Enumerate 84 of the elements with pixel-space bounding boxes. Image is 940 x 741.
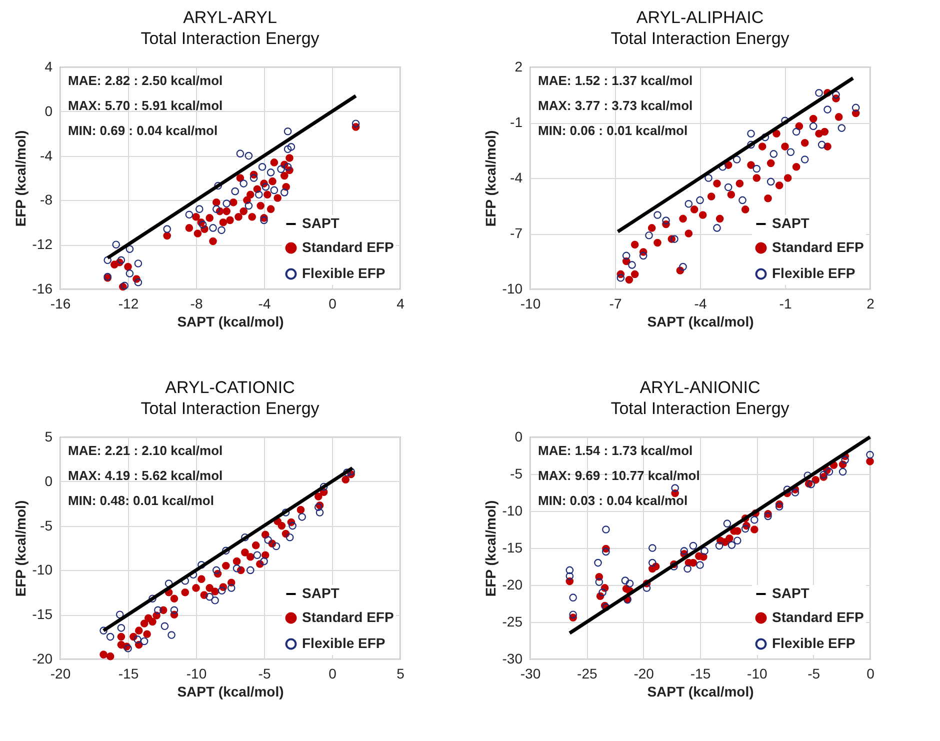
y-tick-label: -10 bbox=[32, 562, 53, 578]
y-axis-title: EFP (kcal/mol) bbox=[12, 130, 28, 227]
annotation: MAX: 9.69 : 10.77 kcal/mol bbox=[538, 468, 700, 483]
legend-label: SAPT bbox=[302, 215, 340, 231]
x-tick-label: 4 bbox=[396, 296, 405, 312]
y-tick-label: -15 bbox=[32, 606, 53, 622]
y-tick-label: -25 bbox=[502, 614, 523, 630]
y-tick-label: -8 bbox=[40, 192, 53, 208]
x-axis-title: SAPT (kcal/mol) bbox=[177, 684, 284, 700]
y-tick-label: 5 bbox=[44, 428, 53, 444]
x-tick-label: 2 bbox=[866, 296, 875, 312]
x-tick-label: -5 bbox=[808, 666, 820, 682]
x-tick-label: 5 bbox=[396, 666, 405, 682]
chart-title: ARYL-ALIPHAIC bbox=[636, 8, 764, 27]
y-tick-label: 0 bbox=[514, 428, 523, 444]
x-tick-label: -1 bbox=[779, 296, 792, 312]
x-tick-label: 0 bbox=[328, 666, 337, 682]
x-axis-title: SAPT (kcal/mol) bbox=[647, 684, 754, 700]
annotation: MAE: 2.21 : 2.10 kcal/mol bbox=[68, 443, 223, 458]
x-tick-label: 0 bbox=[866, 666, 875, 682]
y-tick-label: -10 bbox=[502, 502, 523, 518]
x-axis-title: SAPT (kcal/mol) bbox=[177, 314, 284, 330]
legend-label: Standard EFP bbox=[302, 239, 394, 255]
y-tick-label: -30 bbox=[502, 650, 523, 666]
x-tick-label: -4 bbox=[258, 296, 271, 312]
y-tick-label: -7 bbox=[510, 225, 523, 241]
x-tick-label: -5 bbox=[258, 666, 271, 682]
legend-label: Flexible EFP bbox=[302, 635, 386, 651]
y-tick-label: -1 bbox=[510, 114, 523, 130]
chart-subtitle: Total Interaction Energy bbox=[140, 29, 320, 48]
x-tick-label: -7 bbox=[609, 296, 622, 312]
legend-label: Standard EFP bbox=[772, 609, 864, 625]
y-tick-label: -4 bbox=[40, 147, 53, 164]
y-axis-title: EFP (kcal/mol) bbox=[12, 500, 28, 597]
y-tick-label: 0 bbox=[44, 102, 53, 119]
y-axis-title: EFP (kcal/mol) bbox=[482, 130, 498, 227]
annotation: MAX: 3.77 : 3.73 kcal/mol bbox=[538, 98, 693, 113]
y-tick-label: -5 bbox=[510, 466, 523, 482]
y-tick-label: 2 bbox=[514, 58, 523, 74]
annotation: MAE: 2.82 : 2.50 kcal/mol bbox=[68, 73, 223, 88]
legend-label: Standard EFP bbox=[772, 239, 864, 255]
x-tick-label: -12 bbox=[118, 296, 139, 312]
annotation: MAX: 5.70 : 5.91 kcal/mol bbox=[68, 98, 223, 113]
y-tick-label: -12 bbox=[32, 236, 53, 252]
x-tick-label: -15 bbox=[690, 666, 711, 682]
x-tick-label: -20 bbox=[634, 666, 654, 682]
y-tick-label: -20 bbox=[502, 576, 523, 592]
y-tick-label: -4 bbox=[510, 170, 523, 186]
y-tick-label: -10 bbox=[502, 280, 523, 296]
chart-title: ARYL-ANIONIC bbox=[640, 378, 760, 397]
annotation: MIN: 0.69 : 0.04 kcal/mol bbox=[68, 123, 218, 138]
legend-label: SAPT bbox=[772, 585, 810, 601]
x-tick-label: 0 bbox=[328, 296, 337, 312]
legend-label: SAPT bbox=[772, 215, 810, 231]
legend-label: Flexible EFP bbox=[772, 265, 856, 281]
annotation: MIN: 0.06 : 0.01 kcal/mol bbox=[538, 123, 688, 138]
y-tick-label: -15 bbox=[502, 540, 523, 556]
y-tick-label: -16 bbox=[32, 280, 53, 296]
x-tick-label: -8 bbox=[190, 296, 203, 312]
y-axis-title: EFP (kcal/mol) bbox=[482, 500, 498, 597]
annotation: MAE: 1.54 : 1.73 kcal/mol bbox=[538, 443, 693, 458]
x-tick-label: -25 bbox=[577, 666, 598, 682]
x-tick-label: -15 bbox=[118, 666, 139, 682]
annotation: MAX: 4.19 : 5.62 kcal/mol bbox=[68, 468, 223, 483]
chart-title: ARYL-ARYL bbox=[183, 8, 277, 27]
chart-title: ARYL-CATIONIC bbox=[165, 378, 295, 397]
annotation: MAE: 1.52 : 1.37 kcal/mol bbox=[538, 73, 693, 88]
legend-label: Standard EFP bbox=[302, 609, 394, 625]
chart-subtitle: Total Interaction Energy bbox=[610, 399, 790, 418]
legend-label: Flexible EFP bbox=[302, 265, 386, 281]
legend-label: Flexible EFP bbox=[772, 635, 856, 651]
y-tick-label: -20 bbox=[32, 650, 53, 666]
x-tick-label: -10 bbox=[186, 666, 207, 682]
x-axis-title: SAPT (kcal/mol) bbox=[647, 314, 754, 330]
x-tick-label: -10 bbox=[747, 666, 768, 682]
y-tick-label: 4 bbox=[44, 58, 53, 74]
chart-subtitle: Total Interaction Energy bbox=[610, 29, 790, 48]
annotation: MIN: 0.48: 0.01 kcal/mol bbox=[68, 493, 214, 508]
y-tick-label: -5 bbox=[40, 517, 53, 534]
y-tick-label: 0 bbox=[44, 472, 53, 489]
x-tick-label: -4 bbox=[694, 296, 707, 312]
legend-label: SAPT bbox=[302, 585, 340, 601]
chart-subtitle: Total Interaction Energy bbox=[140, 399, 320, 418]
annotation: MIN: 0.03 : 0.04 kcal/mol bbox=[538, 493, 688, 508]
